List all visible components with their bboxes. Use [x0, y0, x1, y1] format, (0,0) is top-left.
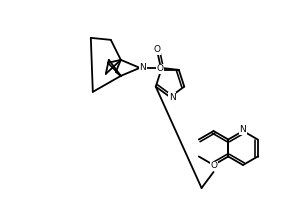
Text: O: O [157, 64, 164, 73]
Text: N: N [169, 92, 176, 102]
Text: O: O [210, 162, 217, 170]
Text: O: O [153, 45, 160, 54]
Text: N: N [140, 63, 146, 72]
Text: N: N [240, 126, 246, 134]
